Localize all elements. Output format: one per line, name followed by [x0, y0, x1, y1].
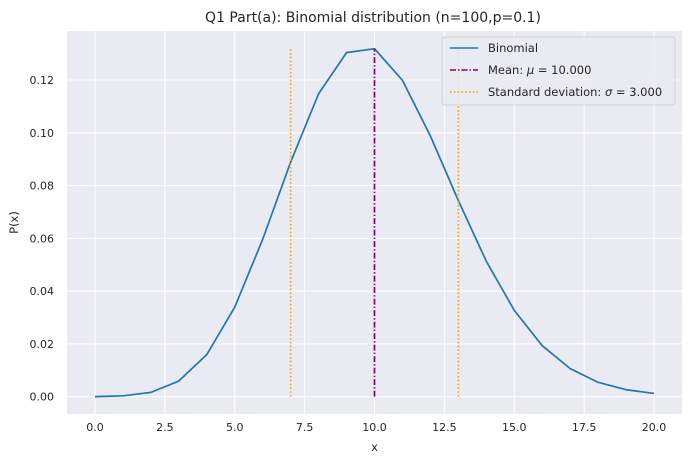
x-tick-label: 10.0	[362, 421, 387, 434]
legend-mean-symbol: μ	[526, 63, 534, 77]
legend-label-mean: Mean: μ = 10.000	[488, 63, 591, 77]
legend-sd-symbol: σ	[605, 85, 613, 99]
y-tick-labels: 0.00 0.02 0.04 0.06 0.08 0.10 0.12	[30, 74, 55, 404]
x-tick-label: 7.5	[296, 421, 314, 434]
legend-sd-prefix: Standard deviation:	[488, 85, 605, 99]
y-tick-label: 0.02	[30, 338, 55, 351]
legend-label-sd: Standard deviation: σ = 3.000	[488, 85, 662, 99]
legend-mean-prefix: Mean:	[488, 63, 527, 77]
x-tick-label: 15.0	[502, 421, 527, 434]
x-tick-labels: 0.0 2.5 5.0 7.5 10.0 12.5 15.0 17.5 20.0	[86, 421, 666, 434]
x-tick-label: 20.0	[642, 421, 667, 434]
x-tick-label: 17.5	[572, 421, 597, 434]
y-axis-label: P(x)	[7, 211, 21, 234]
chart-title: Q1 Part(a): Binomial distribution (n=100…	[205, 10, 541, 26]
y-tick-label: 0.00	[30, 391, 55, 404]
y-tick-label: 0.06	[30, 232, 55, 245]
legend: Binomial Mean: μ = 10.000 Standard devia…	[441, 36, 676, 106]
legend-mean-suffix: = 10.000	[534, 63, 591, 77]
legend-label-binomial: Binomial	[488, 41, 538, 55]
legend-sd-suffix: = 3.000	[612, 85, 662, 99]
binomial-line	[94, 47, 655, 398]
y-tick-label: 0.04	[30, 285, 55, 298]
x-tick-label: 0.0	[86, 421, 104, 434]
x-axis-label: x	[371, 440, 378, 454]
y-tick-label: 0.08	[30, 180, 55, 193]
y-tick-label: 0.10	[30, 127, 55, 140]
series-layer	[94, 47, 655, 398]
legend-box	[441, 36, 676, 106]
x-tick-label: 5.0	[226, 421, 244, 434]
x-tick-label: 12.5	[432, 421, 457, 434]
x-tick-label: 2.5	[156, 421, 174, 434]
y-tick-label: 0.12	[30, 74, 55, 87]
